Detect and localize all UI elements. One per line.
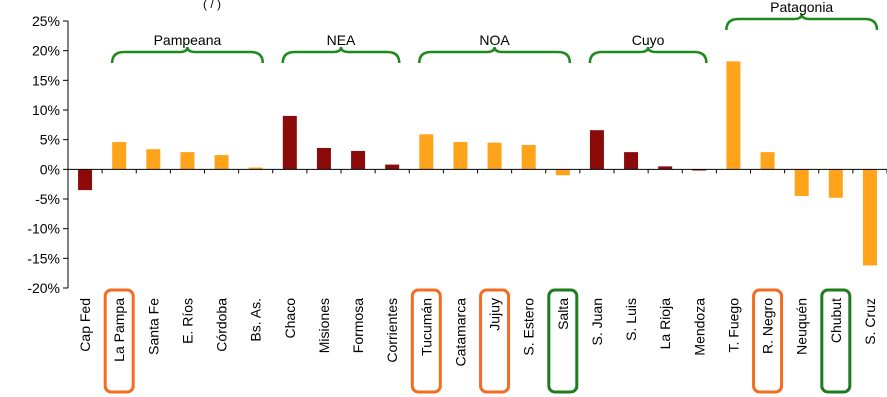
label-highlight-box [410,288,442,394]
x-tick-label: S. Estero [521,298,537,356]
bar [589,130,604,170]
bar [78,169,93,191]
y-tick-label: 20% [32,43,60,59]
x-tick-label: Neuquén [794,298,810,355]
region-bracket [588,46,708,64]
label-highlight-box [479,288,511,394]
region-label: NOA [479,32,510,48]
label-highlight-box [820,288,852,394]
bar [487,142,502,170]
x-axis: Cap Fed La Pampa Santa Fe E. Ríos Córdoba Bs.… [67,168,887,367]
x-tick-label: Catamarca [452,298,468,367]
bar [112,142,127,170]
bar [453,142,468,170]
bar [316,147,331,170]
region-label: Cuyo [632,32,665,48]
y-axis: 25% 20% 15% 10% 5% 0% -5% -10% -15% -20% [27,13,69,296]
bar [862,169,877,266]
label-highlight-box [103,288,135,394]
y-tick-label: -10% [27,221,60,237]
bar [180,152,195,170]
x-tick-label: Chaco [282,298,298,339]
region-bracket [110,46,264,64]
x-tick-label: Formosa [350,298,366,353]
y-tick-label: 5% [40,132,60,148]
bar [624,152,639,170]
bar [658,166,673,170]
label-highlight-box [547,288,579,394]
x-tick-label: Corrientes [384,298,400,363]
y-tick-label: 10% [32,102,60,118]
bar [692,169,707,171]
bar [385,164,400,170]
bar [419,134,434,170]
region-label: NEA [327,32,356,48]
x-tick-label: Tucumán [418,298,434,356]
x-tick-label: S. Cruz [862,298,878,345]
region-bracket [725,13,879,31]
bar [760,152,775,170]
partial-title: ( / ) [203,0,221,11]
bar [282,115,297,170]
category-highlights [103,288,852,394]
x-tick-label: S. Juan [589,298,605,345]
x-tick-label: Santa Fe [145,298,161,355]
region-label: Pampeana [154,32,222,48]
x-tick-label: R. Negro [760,298,776,354]
x-tick-label: Jujuy [487,298,503,331]
bars [78,61,877,266]
bar [828,169,843,198]
bar [214,155,229,170]
region-brackets: Pampeana NEA NOA Cuyo Patagonia [110,0,879,64]
bar [555,169,570,176]
bar [521,145,536,170]
x-tick-label: La Pampa [111,298,127,362]
bar [146,149,161,170]
y-tick-label: 15% [32,72,60,88]
y-tick-label: 0% [40,161,60,177]
bar [726,61,741,170]
x-tick-label: Córdoba [214,298,230,352]
x-tick-label: Bs. As. [248,298,264,342]
x-tick-label: Mendoza [691,298,707,356]
y-tick-label: -20% [27,280,60,296]
x-tick-label: Cap Fed [77,298,93,352]
y-tick-label: -15% [27,250,60,266]
x-tick-label: S. Luis [623,298,639,341]
x-tick-label: E. Ríos [179,298,195,344]
x-tick-label: La Rioja [657,298,673,350]
label-highlight-box [752,288,784,394]
bar [248,167,263,170]
region-bracket [418,46,572,64]
bar [351,150,366,170]
x-tick-label: Misiones [316,298,332,353]
x-tick-label: Chubut [828,298,844,343]
y-tick-label: 25% [32,13,60,29]
bar [794,169,809,197]
region-bracket [281,46,401,64]
region-label: Patagonia [770,0,833,15]
y-tick-label: -5% [35,191,60,207]
x-tick-label: Salta [555,298,571,330]
x-tick-label: T. Fuego [725,298,741,353]
